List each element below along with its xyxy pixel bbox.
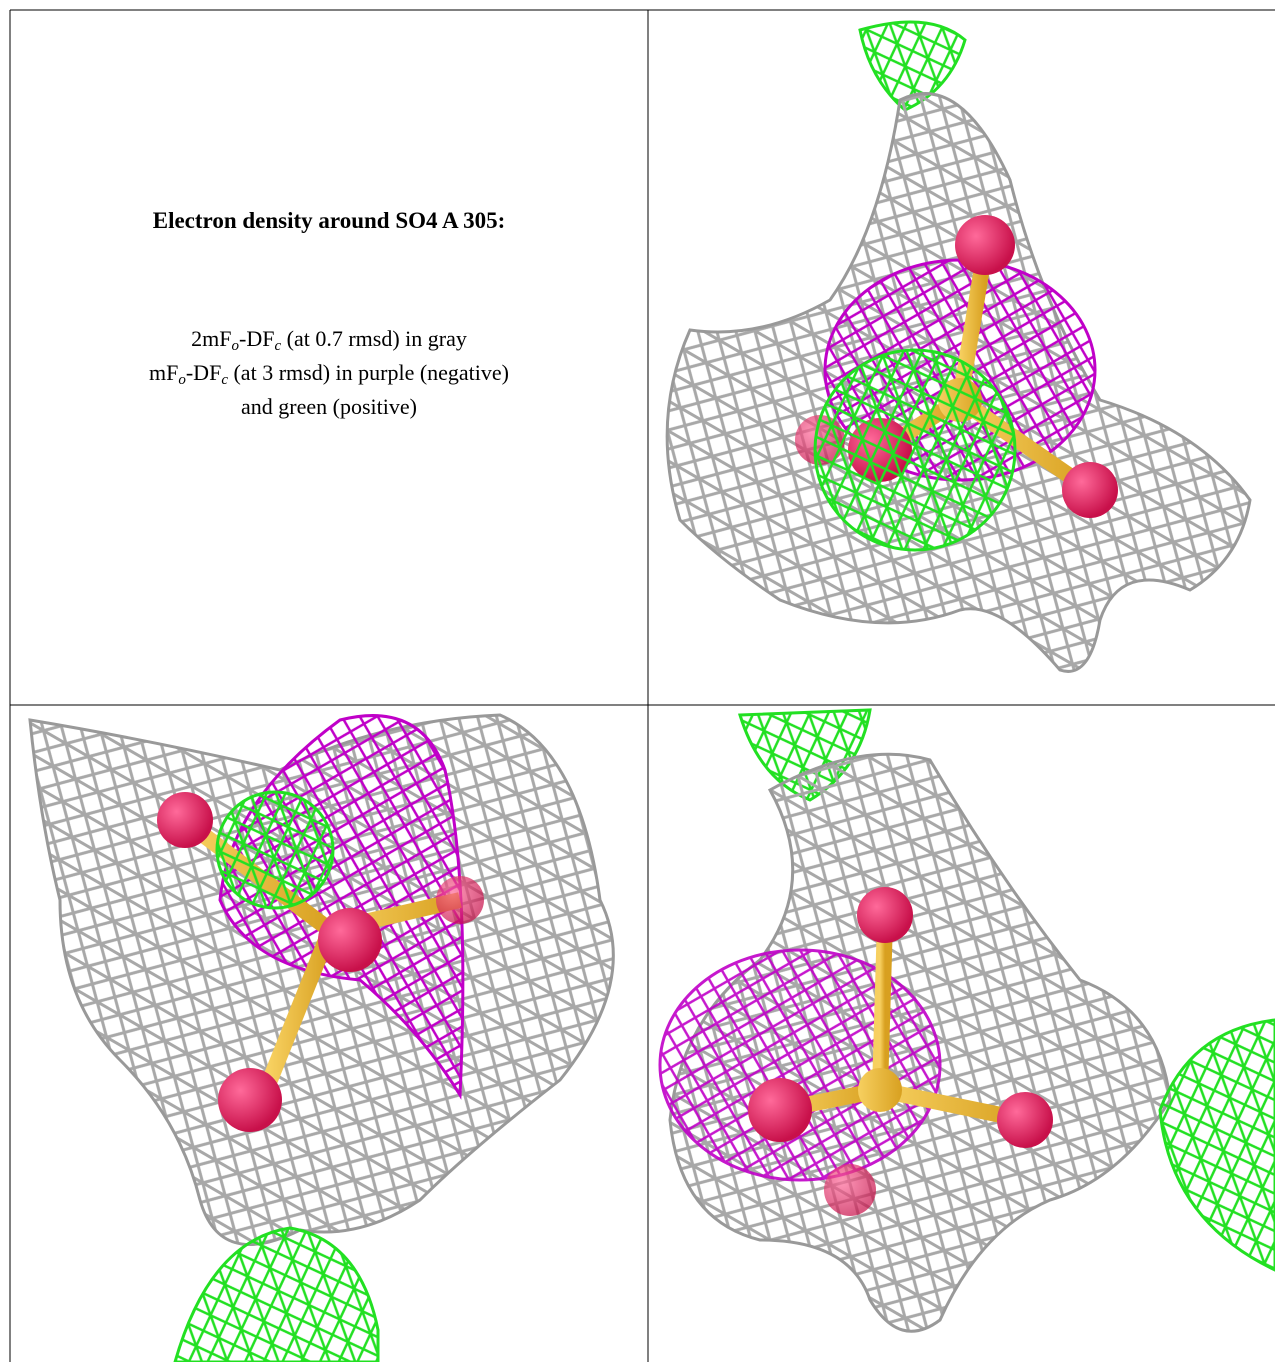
text-run: (at 3 rmsd) in purple (negative)	[227, 360, 509, 385]
caption-line: and green (positive)	[10, 390, 648, 424]
text-run: and green (positive)	[241, 394, 417, 419]
subscript: c	[274, 338, 282, 354]
caption-line: 2mFo-DFc (at 0.7 rmsd) in gray	[10, 322, 648, 356]
density-view-2	[28, 713, 615, 1362]
caption-title: Electron density around SO4 A 305:	[152, 208, 506, 233]
table-borders	[9, 9, 1275, 1362]
text-run: -DF	[185, 360, 222, 385]
text-run: 2mF	[191, 326, 232, 351]
text-run: -DF	[239, 326, 275, 351]
subscript: c	[221, 372, 228, 388]
density-view-3	[658, 708, 1275, 1333]
caption-lines: 2mFo-DFc (at 0.7 rmsd) in gray mFo-DFc (a…	[10, 322, 648, 424]
density-view-1	[665, 20, 1252, 673]
subscript: o	[231, 338, 240, 354]
text-run: mF	[149, 360, 179, 385]
caption-line: mFo-DFc (at 3 rmsd) in purple (negative)	[10, 356, 648, 390]
text-run: (at 0.7 rmsd) in gray	[281, 326, 467, 351]
subscript: o	[178, 372, 186, 388]
